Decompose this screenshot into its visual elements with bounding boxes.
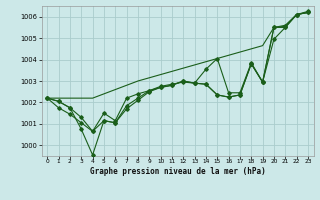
- X-axis label: Graphe pression niveau de la mer (hPa): Graphe pression niveau de la mer (hPa): [90, 167, 266, 176]
